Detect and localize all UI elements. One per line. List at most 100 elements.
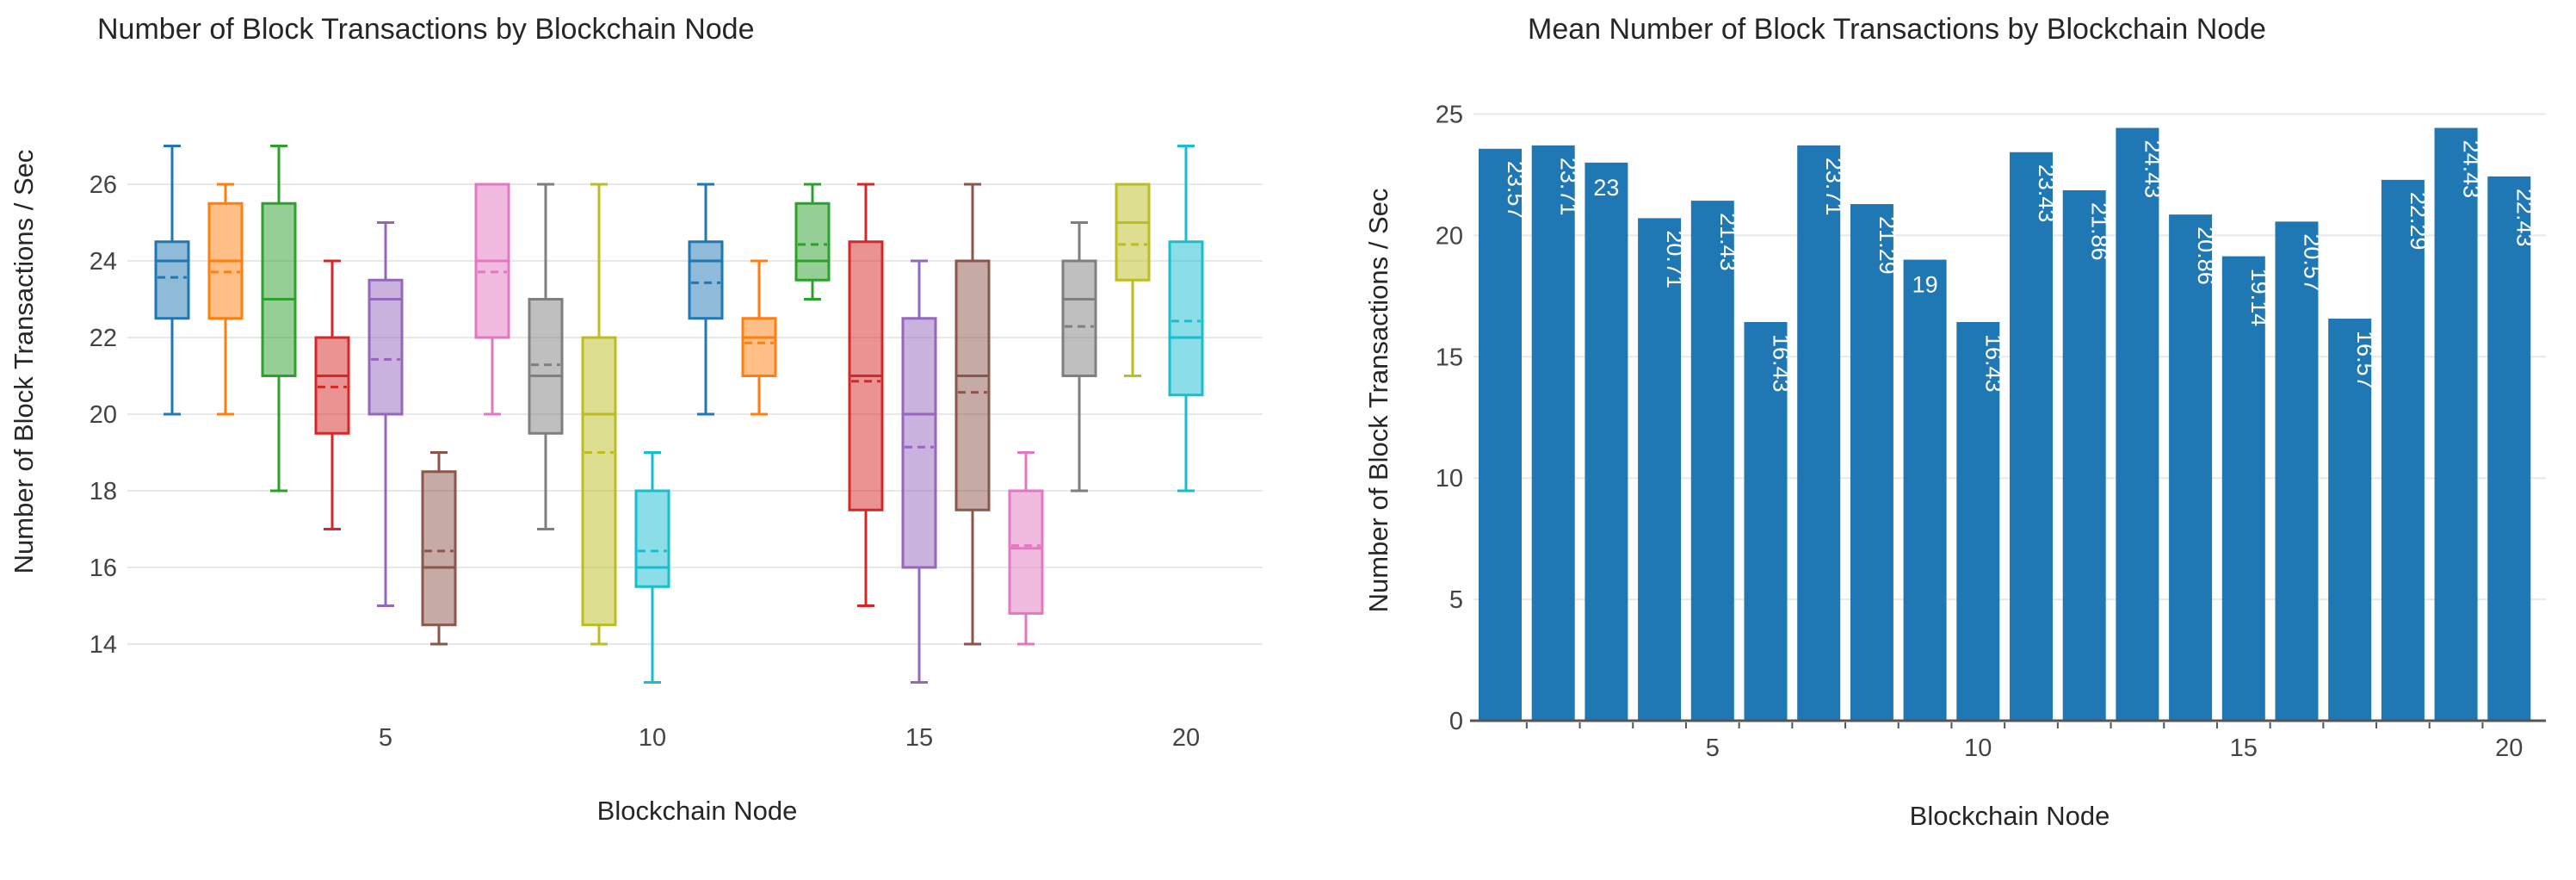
y-tick-label: 25 [1436,102,1463,129]
box-node-12 [741,259,777,416]
y-tick-label: 20 [1436,222,1463,250]
box-node-20 [1168,145,1204,493]
box-node-1 [154,145,190,416]
x-tick-label: 20 [1172,724,1200,752]
bar-node-2 [1531,145,1575,722]
boxplot-panel: 14 16 18 20 22 24 26 5 10 15 20 Number of Block Tra… [9,13,1263,826]
bar-label: 20.71 [1662,230,1688,288]
bar-label: 16.57 [2352,331,2378,389]
x-tick-label: 10 [639,724,666,752]
bar-node-5 [1690,201,1734,721]
bar-node-4 [1638,218,1682,721]
bar-node-9 [1903,259,1947,722]
box-node-9 [581,183,617,646]
bar-node-16 [2275,221,2319,721]
bar-node-11 [2010,152,2053,721]
x-axis-title: Blockchain Node [1910,801,2110,831]
barchart-svg: 0 5 10 15 20 25 23.57 23.71 23 20.71 21.43 16.43 23.… [1363,13,2546,831]
x-tick-label: 5 [379,724,392,752]
iqr-box [314,336,350,435]
box-node-14 [848,183,884,607]
bar-label: 16.43 [1769,334,1795,393]
bar-node-17 [2328,319,2372,721]
bar-label: 23.57 [1503,161,1529,220]
bar-label: 16.43 [1980,334,2006,393]
box-node-18 [1061,221,1097,493]
bar-node-12 [2062,189,2106,721]
box-node-4 [314,259,350,530]
bar-node-20 [2487,176,2531,721]
y-tick-label: 16 [90,555,117,582]
bar-node-19 [2434,127,2478,721]
bar-label: 22.43 [2511,189,2537,247]
iqr-box [1061,259,1097,377]
y-tick-label: 15 [1436,344,1463,371]
iqr-box [154,240,190,320]
y-tick-label: 18 [90,478,117,505]
x-tick-label: 15 [2230,734,2258,762]
x-tick-label: 5 [1706,734,1720,762]
iqr-box [261,201,297,377]
iqr-box [1168,240,1204,397]
y-tick-label: 22 [90,325,117,352]
bar-node-8 [1850,204,1893,722]
iqr-box [794,201,831,282]
iqr-box [741,317,777,377]
bar-label: 19.14 [2246,269,2272,327]
box-node-10 [634,451,670,684]
box-node-17 [1008,451,1044,646]
iqr-box [421,470,457,627]
bar-node-13 [2116,127,2159,721]
iqr-box [528,298,564,435]
bar-label: 23 [1593,175,1619,201]
box-node-16 [954,183,991,646]
x-tick-label: 15 [905,724,933,752]
bar-label: 19 [1912,272,1938,298]
x-tick-label: 20 [2495,734,2523,762]
box-node-8 [528,183,564,530]
iqr-box [634,489,670,588]
iqr-box [581,336,617,627]
bar-label: 23.43 [2034,164,2060,223]
bar-label: 21.29 [1875,216,1900,275]
bar-node-10 [1956,322,2000,721]
iqr-box [901,317,937,569]
chart-title: Number of Block Transactions by Blockcha… [97,13,754,46]
box-node-5 [368,221,404,607]
y-tick-label: 5 [1449,586,1463,614]
x-tick-label: 10 [1964,734,1992,762]
box-node-13 [794,183,831,301]
bar-label: 24.43 [2140,140,2165,199]
bar-label: 22.29 [2406,192,2431,251]
bar-node-18 [2381,179,2425,721]
box-node-19 [1115,183,1151,377]
bar-label: 21.43 [1715,213,1741,271]
y-tick-label: 24 [90,248,117,276]
iqr-box [688,240,724,320]
y-tick-label: 0 [1449,708,1463,735]
box-node-7 [474,183,510,416]
bar-node-6 [1744,322,1788,721]
y-axis-title: Number of Block Transactions / Sec [9,150,39,574]
barchart-panel: 0 5 10 15 20 25 23.57 23.71 23 20.71 21.43 16.43 23.… [1291,0,2576,880]
bar-node-1 [1479,148,1522,722]
bar-label: 21.86 [2087,202,2113,261]
iqr-box [954,259,991,511]
bar-node-15 [2221,256,2265,722]
iqr-box [1008,489,1044,615]
y-tick-label: 10 [1436,465,1463,493]
y-tick-label: 14 [90,631,117,659]
bar-label: 23.71 [1821,158,1847,216]
box-node-2 [207,183,244,416]
chart-title: Mean Number of Block Transactions by Blo… [1528,13,2266,46]
bar-node-7 [1797,145,1841,722]
bar-label: 20.57 [2300,233,2326,292]
bar-label: 24.43 [2459,140,2485,199]
y-axis-title: Number of Block Transactions / Sec [1363,189,1393,613]
y-tick-label: 20 [90,401,117,429]
box-node-3 [261,145,297,493]
bar-node-3 [1585,162,1628,722]
bar-label: 20.86 [2193,226,2219,285]
iqr-box [1115,183,1151,282]
iqr-box [368,278,404,416]
